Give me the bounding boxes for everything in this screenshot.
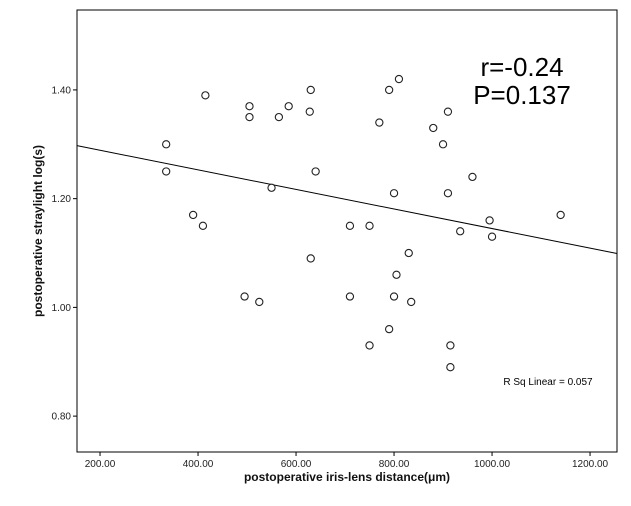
data-point xyxy=(438,140,448,149)
data-point xyxy=(245,102,254,111)
regression-line xyxy=(76,145,618,254)
data-point xyxy=(485,216,494,225)
data-point xyxy=(201,91,210,100)
y-axis-title: postoperative straylight log(s) xyxy=(31,145,45,317)
data-point xyxy=(198,221,208,230)
x-tick-label: 800.00 xyxy=(379,459,410,470)
data-point xyxy=(456,227,465,236)
data-point xyxy=(404,248,413,258)
data-point xyxy=(267,183,276,192)
data-point xyxy=(487,232,497,241)
x-tick-label: 600.00 xyxy=(281,459,312,470)
data-point xyxy=(392,270,401,279)
data-point xyxy=(446,363,455,372)
r-annotation: r=-0.24 xyxy=(480,52,563,82)
data-point xyxy=(162,167,171,176)
y-tick-label: 0.80 xyxy=(52,412,72,423)
data-point xyxy=(375,118,384,127)
data-point xyxy=(188,210,198,220)
data-point xyxy=(306,85,315,95)
y-tick-label: 1.00 xyxy=(52,303,72,314)
x-tick-label: 1000.00 xyxy=(474,459,511,470)
data-point xyxy=(284,102,293,111)
y-tick-label: 1.40 xyxy=(52,85,72,96)
p-annotation: P=0.137 xyxy=(473,80,571,110)
data-point xyxy=(365,221,374,230)
data-point xyxy=(394,74,404,84)
data-point xyxy=(443,189,453,198)
data-point xyxy=(255,297,264,307)
data-point xyxy=(429,123,438,133)
data-point xyxy=(311,167,320,176)
data-point xyxy=(245,112,254,122)
data-point xyxy=(345,221,355,230)
data-point xyxy=(274,112,284,122)
data-point xyxy=(389,292,399,301)
data-point xyxy=(468,172,477,182)
data-point xyxy=(407,297,416,307)
data-point xyxy=(389,189,399,198)
plot-area xyxy=(76,9,618,453)
y-tick-label: 1.20 xyxy=(52,194,72,205)
x-tick-label: 400.00 xyxy=(183,459,214,470)
x-tick-label: 200.00 xyxy=(85,459,116,470)
r-squared-label: R Sq Linear = 0.057 xyxy=(503,377,593,388)
data-point xyxy=(162,140,171,149)
data-point xyxy=(443,107,453,116)
x-tick-label: 1200.00 xyxy=(572,459,609,470)
data-point xyxy=(365,341,374,350)
data-point xyxy=(384,324,394,334)
data-point xyxy=(240,292,249,301)
data-point xyxy=(384,85,394,95)
data-point xyxy=(446,341,455,350)
x-axis-title: postoperative iris-lens distance(μm) xyxy=(244,470,450,484)
data-point xyxy=(306,254,315,263)
data-point xyxy=(345,292,355,301)
data-point xyxy=(305,107,314,116)
data-point xyxy=(556,210,565,220)
